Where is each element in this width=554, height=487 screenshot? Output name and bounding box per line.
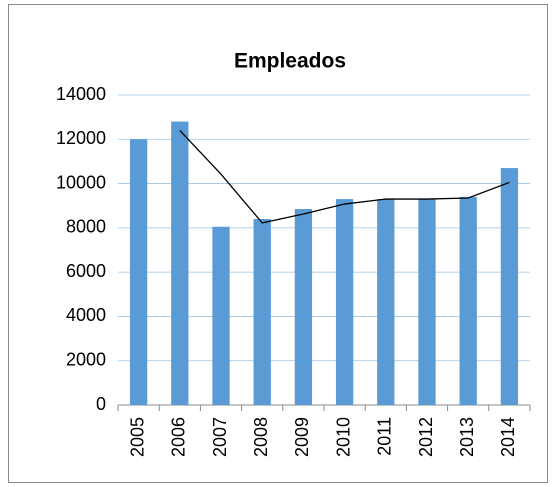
x-tick-label: 2009 (292, 417, 312, 457)
x-tick-label: 2012 (416, 417, 436, 457)
x-tick-label: 2008 (251, 417, 271, 457)
bar (335, 199, 354, 405)
x-tick-label: 2006 (169, 417, 189, 457)
bar (500, 168, 519, 405)
y-tick-label: 2000 (66, 349, 106, 369)
x-tick-label: 2007 (210, 417, 230, 457)
bar (171, 121, 189, 406)
bar (129, 139, 148, 406)
y-tick-label: 10000 (56, 172, 106, 192)
x-tick-label: 2014 (498, 417, 518, 457)
bar (212, 226, 230, 405)
bar (294, 209, 313, 405)
bar (459, 196, 477, 405)
y-tick-label: 14000 (56, 84, 106, 104)
x-tick-label: 2011 (375, 417, 395, 456)
x-tick-label: 2010 (333, 417, 353, 457)
chart-border (8, 4, 548, 483)
x-tick-label: 2013 (457, 417, 477, 457)
y-tick-label: 0 (96, 394, 106, 414)
bar (253, 219, 271, 405)
y-tick-label: 4000 (66, 305, 106, 325)
y-tick-label: 6000 (66, 261, 106, 281)
y-tick-label: 12000 (56, 128, 106, 148)
trendline (179, 129, 510, 224)
y-tick-label: 8000 (66, 217, 106, 237)
bar (377, 199, 395, 405)
x-tick-label: 2005 (127, 417, 147, 457)
chart-title: Empleados (234, 50, 346, 73)
bar (418, 199, 436, 405)
